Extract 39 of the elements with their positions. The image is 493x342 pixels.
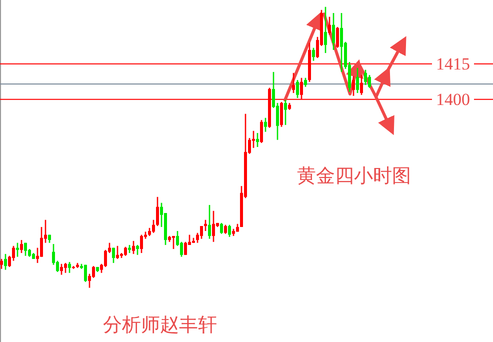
y-tick-label: 1400 <box>436 90 470 109</box>
candlestick <box>368 74 371 88</box>
candlestick <box>152 219 155 234</box>
candlestick <box>20 239 23 254</box>
candlestick <box>172 235 175 250</box>
candlestick <box>132 240 135 255</box>
candlestick <box>184 241 187 256</box>
candlestick <box>104 249 107 268</box>
candlestick <box>24 242 27 256</box>
candlestick <box>208 204 211 240</box>
candlestick <box>60 263 63 276</box>
candlestick <box>212 210 215 243</box>
candlestick <box>112 247 115 264</box>
candlestick <box>92 265 95 279</box>
y-tick-label: 1415 <box>436 54 470 74</box>
annotation: 分析师赵丰轩 <box>103 314 217 336</box>
candlestick <box>284 99 287 126</box>
candlestick <box>204 219 207 232</box>
candlestick <box>136 244 139 256</box>
candlestick <box>4 253 7 270</box>
candlestick <box>252 130 255 149</box>
candlestick <box>280 101 283 128</box>
candlestick <box>116 245 119 260</box>
candlestick <box>364 69 367 86</box>
candlestick <box>228 224 231 238</box>
candlestick <box>260 119 263 144</box>
text: 黄金四小时图 <box>297 165 411 187</box>
candlestick <box>264 117 267 132</box>
candlestick <box>0 258 3 270</box>
candlestick <box>140 234 143 254</box>
candlestick <box>40 226 43 258</box>
candlestick <box>220 222 223 234</box>
candlestick <box>156 196 159 227</box>
candlestick <box>64 262 67 274</box>
candlestick <box>16 242 19 258</box>
candlestick <box>68 261 71 274</box>
candlestick <box>256 132 259 148</box>
candlestick <box>200 225 203 240</box>
candlestick <box>84 264 87 283</box>
